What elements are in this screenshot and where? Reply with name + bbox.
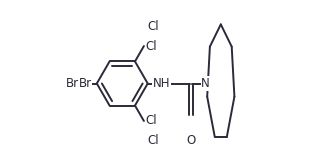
Text: Cl: Cl xyxy=(148,134,159,147)
Text: Cl: Cl xyxy=(146,114,157,127)
Text: Br: Br xyxy=(66,77,79,90)
Text: Cl: Cl xyxy=(148,20,159,33)
Text: Cl: Cl xyxy=(146,40,157,53)
Text: N: N xyxy=(201,77,210,90)
Text: NH: NH xyxy=(153,77,170,90)
Text: Br: Br xyxy=(78,77,92,90)
Text: O: O xyxy=(186,134,195,147)
